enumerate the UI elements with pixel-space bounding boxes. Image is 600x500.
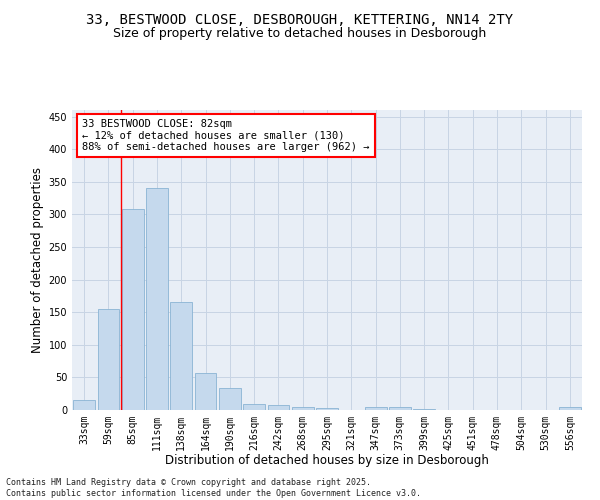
Bar — [559, 408, 581, 410]
Text: 33 BESTWOOD CLOSE: 82sqm
← 12% of detached houses are smaller (130)
88% of semi-: 33 BESTWOOD CLOSE: 82sqm ← 12% of detach… — [82, 119, 370, 152]
Text: Contains HM Land Registry data © Crown copyright and database right 2025.
Contai: Contains HM Land Registry data © Crown c… — [6, 478, 421, 498]
Bar — [146, 188, 168, 410]
Bar — [73, 400, 95, 410]
Bar — [292, 406, 314, 410]
Bar — [268, 406, 289, 410]
Bar — [122, 209, 143, 410]
Bar — [219, 388, 241, 410]
Y-axis label: Number of detached properties: Number of detached properties — [31, 167, 44, 353]
Bar — [365, 406, 386, 410]
Text: 33, BESTWOOD CLOSE, DESBOROUGH, KETTERING, NN14 2TY: 33, BESTWOOD CLOSE, DESBOROUGH, KETTERIN… — [86, 12, 514, 26]
X-axis label: Distribution of detached houses by size in Desborough: Distribution of detached houses by size … — [165, 454, 489, 468]
Text: Size of property relative to detached houses in Desborough: Size of property relative to detached ho… — [113, 28, 487, 40]
Bar — [170, 302, 192, 410]
Bar — [389, 406, 411, 410]
Bar — [243, 404, 265, 410]
Bar — [97, 309, 119, 410]
Bar — [194, 373, 217, 410]
Bar — [316, 408, 338, 410]
